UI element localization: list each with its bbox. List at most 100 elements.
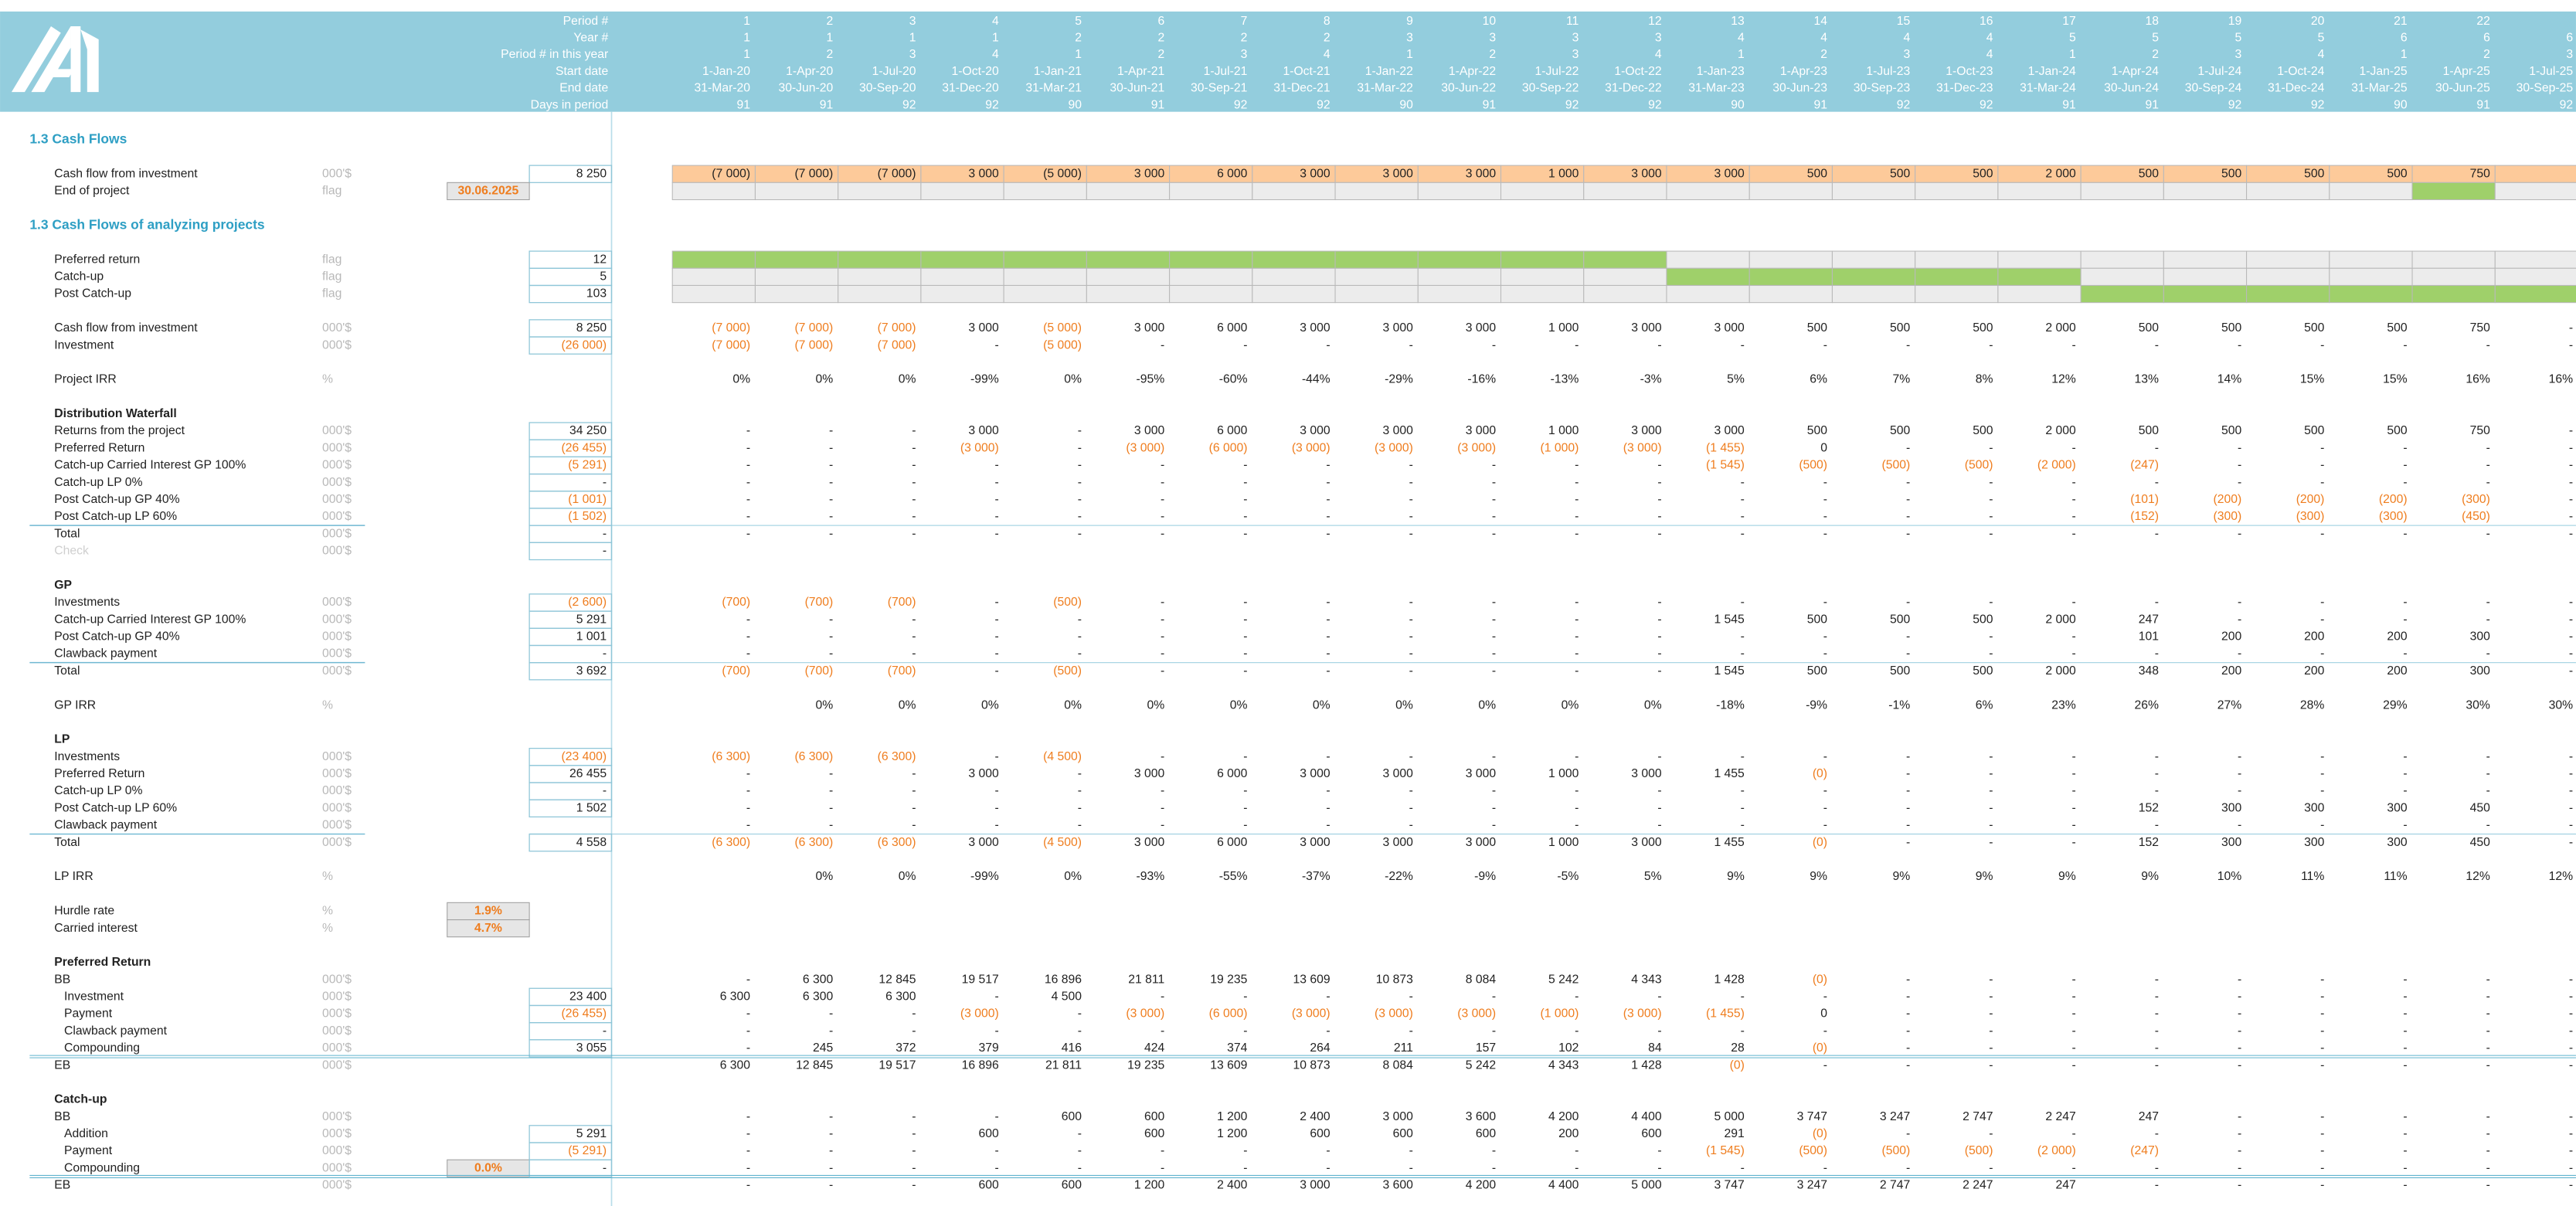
cell-value: - xyxy=(2569,630,2573,644)
cell-value: 2 000 xyxy=(2045,613,2076,626)
cell-value: 4 200 xyxy=(1466,1179,1497,1192)
header-value: 5 xyxy=(2318,32,2325,45)
cell-value: 500 xyxy=(2139,167,2160,180)
row-unit: 000'$ xyxy=(322,801,352,814)
cell-value: 500 xyxy=(2221,424,2242,437)
flag-cell xyxy=(1997,267,2082,286)
cell-value: 6% xyxy=(1976,698,1993,712)
flag-cell xyxy=(2329,267,2413,286)
cell-value: - xyxy=(829,527,833,540)
cell-value: 3 747 xyxy=(1714,1179,1744,1192)
cell-value: 3 000 xyxy=(1466,424,1497,437)
cell-value: 4 343 xyxy=(1631,973,1662,986)
cell-value: 600 xyxy=(1476,1127,1497,1140)
flag-cell xyxy=(1334,284,1419,304)
cell-value: 500 xyxy=(2139,424,2160,437)
cell-value: - xyxy=(995,750,999,763)
cell-value: - xyxy=(829,476,833,489)
cell-value: 1 200 xyxy=(1217,1110,1248,1123)
cell-value: (500) xyxy=(1965,459,1993,472)
cell-value: - xyxy=(2486,441,2490,454)
cell-value: - xyxy=(2071,527,2075,540)
cell-value: (3 000) xyxy=(1292,1007,1330,1021)
row-unit: 000'$ xyxy=(322,836,352,849)
cell-value: 500 xyxy=(2221,167,2242,180)
cell-value: - xyxy=(1409,801,1413,814)
cell-value: - xyxy=(2403,1041,2407,1055)
cell-value: (300) xyxy=(2379,510,2408,523)
header-value: 1-Oct-21 xyxy=(1283,65,1330,78)
cell-value: - xyxy=(1989,973,1993,986)
cell-value: - xyxy=(2569,1161,2573,1174)
cell-value: 450 xyxy=(2470,836,2491,849)
flag-cell xyxy=(1831,250,1916,269)
header-value: 3 xyxy=(1904,48,1911,61)
cell-value: 300 xyxy=(2387,836,2408,849)
cell-value: - xyxy=(1326,647,1330,661)
cell-value: - xyxy=(1078,527,1082,540)
cell-value: - xyxy=(2320,1024,2324,1038)
cell-value: 14% xyxy=(2217,373,2242,386)
header-value: 3 xyxy=(2234,48,2241,61)
cell-value: - xyxy=(1657,596,1661,609)
cell-value: 450 xyxy=(2470,801,2491,814)
cell-value: - xyxy=(2155,1161,2159,1174)
cell-value: - xyxy=(1657,630,1661,644)
cell-value: - xyxy=(912,801,916,814)
header-value: 91 xyxy=(820,98,834,111)
header-value: 3 xyxy=(909,48,916,61)
cell-value: 500 xyxy=(1890,424,1911,437)
cell-value: 152 xyxy=(2139,836,2159,849)
cell-value: - xyxy=(1657,801,1661,814)
cell-value: (450) xyxy=(2462,510,2490,523)
total-box xyxy=(528,782,613,800)
cell-value: 1 428 xyxy=(1631,1058,1662,1072)
cell-value: - xyxy=(2320,1144,2324,1157)
cell-value: (247) xyxy=(2130,1144,2159,1157)
cell-value: (5 000) xyxy=(1043,338,1082,352)
cell-value: - xyxy=(1243,613,1247,626)
row-unit: % xyxy=(322,905,333,918)
header-value: 2 xyxy=(1489,48,1496,61)
header-label: Days in period xyxy=(531,98,609,111)
cell-value: 500 xyxy=(1890,613,1911,626)
cell-value: - xyxy=(2403,1127,2407,1140)
cell-value: 0% xyxy=(1147,698,1164,712)
row-label: Addition xyxy=(64,1127,108,1140)
row-label: Cash flow from investment xyxy=(54,167,198,180)
header-value: 5 xyxy=(2234,32,2241,45)
cell-value: - xyxy=(2071,973,2075,986)
cell-value: - xyxy=(995,1144,999,1157)
cell-value: - xyxy=(912,459,916,472)
cell-value: - xyxy=(1741,476,1745,489)
cell-value: - xyxy=(1326,750,1330,763)
cell-value: - xyxy=(1161,1144,1164,1157)
header-value: 92 xyxy=(1317,98,1330,111)
flag-cell xyxy=(2163,284,2248,304)
cell-value: - xyxy=(1989,476,1993,489)
cell-value: - xyxy=(1492,819,1496,832)
cell-value: - xyxy=(1078,613,1082,626)
total-value: 23 400 xyxy=(569,990,607,1004)
header-value: 1-Jan-20 xyxy=(702,65,750,78)
cell-value: - xyxy=(995,647,999,661)
header-value: 90 xyxy=(2394,98,2408,111)
cell-value: - xyxy=(1906,1007,1910,1021)
cell-value: - xyxy=(2403,784,2407,797)
flag-cell xyxy=(1003,182,1087,201)
header-value: 92 xyxy=(985,98,999,111)
cell-value: 9% xyxy=(1976,870,1993,883)
header-value: 90 xyxy=(1068,98,1082,111)
row-label: Check xyxy=(54,545,89,558)
cell-value: - xyxy=(1989,493,1993,506)
cell-value: - xyxy=(1326,493,1330,506)
header-value: 1-Jan-25 xyxy=(2360,65,2408,78)
header-value: 4 xyxy=(1986,32,1993,45)
header-value: 92 xyxy=(2311,98,2325,111)
flag-cell xyxy=(754,284,839,304)
cell-value: 3 000 xyxy=(1300,1179,1330,1192)
total-value: 4 558 xyxy=(576,836,607,849)
cell-value: 8 084 xyxy=(1383,1058,1414,1072)
cell-value: - xyxy=(995,819,999,832)
header-value: 17 xyxy=(2062,15,2076,28)
